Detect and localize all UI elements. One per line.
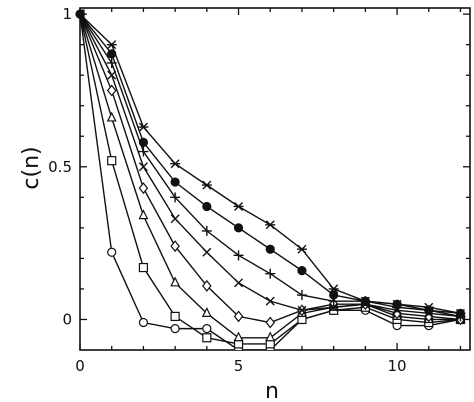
x-marker [297, 305, 307, 315]
y-tick-label: 0.5 [48, 158, 72, 176]
asterisk-marker [392, 299, 403, 309]
plot-frame [79, 7, 471, 351]
plus-marker [265, 268, 276, 279]
asterisk-marker [106, 40, 117, 50]
series-group [75, 8, 466, 350]
series-line-filled-circle [80, 13, 461, 315]
filled-circle-marker [170, 177, 180, 187]
filled-circle-marker [297, 266, 307, 276]
x-marker [265, 296, 275, 306]
series-square [80, 9, 466, 349]
asterisk-marker [170, 159, 181, 169]
triangle-marker [233, 331, 244, 342]
plus-marker [201, 225, 212, 236]
origin-point [75, 9, 85, 19]
asterisk-marker [360, 296, 371, 306]
y-axis-title: c(n) [19, 146, 44, 189]
diamond-marker [202, 279, 212, 292]
x-tick-label: 0 [75, 357, 85, 375]
series-line-asterisk [80, 13, 461, 315]
series-circle [80, 9, 466, 350]
diamond-marker [138, 182, 149, 195]
asterisk-marker [328, 284, 339, 294]
asterisk-marker [233, 201, 244, 211]
square-marker [202, 333, 212, 343]
filled-circle-marker [202, 201, 212, 212]
x-tick-label: 5 [234, 357, 244, 375]
diamond-marker [106, 84, 117, 97]
asterisk-marker [455, 308, 466, 318]
series-line-triangle [80, 13, 461, 339]
x-tick-label: 10 [388, 357, 407, 375]
triangle-marker [265, 331, 276, 342]
circle-marker [170, 324, 180, 334]
diamond-marker [170, 240, 180, 253]
x-axis-title: n [265, 379, 279, 402]
plus-marker [138, 146, 149, 157]
asterisk-marker [138, 122, 149, 132]
plus-marker [296, 290, 307, 301]
y-tick-label: 1 [62, 5, 72, 23]
filled-circle-marker [138, 137, 149, 147]
asterisk-marker [265, 220, 276, 230]
triangle-marker [106, 111, 117, 122]
series-diamond [80, 8, 466, 329]
circle-marker [107, 247, 117, 257]
x-marker [170, 214, 180, 224]
plus-marker [233, 250, 244, 261]
circle-marker [138, 317, 149, 328]
diamond-marker [233, 310, 244, 323]
series-line-circle [80, 14, 461, 350]
plus-marker [170, 192, 181, 203]
asterisk-marker [201, 180, 212, 190]
ticks-group: 0 5 10 0 0.5 1 [48, 5, 470, 375]
filled-circle-marker [233, 223, 244, 233]
square-marker [138, 262, 149, 273]
circle-marker [202, 324, 212, 334]
x-marker [202, 247, 212, 257]
series-asterisk [80, 9, 466, 318]
square-marker [107, 156, 117, 166]
x-marker [138, 162, 148, 172]
filled-circle-marker [265, 244, 275, 254]
square-marker [170, 311, 180, 322]
x-marker [234, 278, 244, 288]
asterisk-marker [423, 302, 434, 312]
series-triangle [80, 8, 466, 342]
diamond-marker [265, 316, 276, 329]
x-marker [329, 302, 339, 312]
triangle-marker [138, 209, 149, 220]
y-tick-label: 0 [62, 310, 72, 328]
triangle-marker [170, 276, 181, 287]
x-marker [107, 70, 117, 80]
series-plus [80, 9, 466, 322]
asterisk-marker [296, 244, 307, 254]
series-line-square [80, 13, 461, 345]
triangle-marker [201, 307, 212, 317]
filled-circle-marker [329, 290, 339, 300]
